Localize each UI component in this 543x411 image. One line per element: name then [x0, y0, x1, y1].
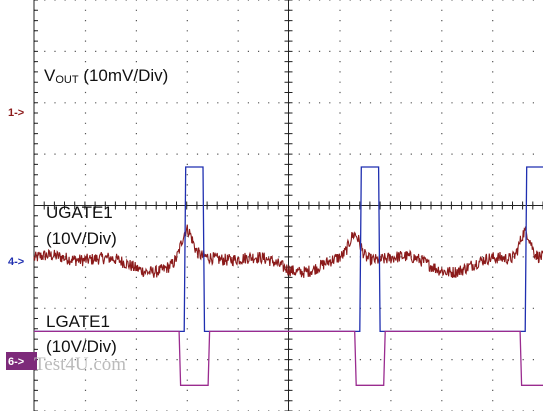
ugate1-label: UGATE1 — [46, 203, 113, 222]
left-frame-ticks — [34, 0, 38, 411]
ugate1-trace — [34, 166, 543, 333]
lgate1-scale-label: (10V/Div) — [46, 337, 117, 356]
channel-6-marker: 6-> — [8, 356, 24, 368]
channel-1-marker: 1-> — [8, 107, 24, 119]
waveform-traces — [33, 166, 543, 386]
lgate1-trace — [34, 330, 543, 386]
channel-4-marker: 4-> — [8, 256, 24, 268]
watermark: Test4U.com — [34, 354, 126, 375]
channel-markers: 1-> 4-> 6-> — [6, 107, 37, 370]
ugate1-scale-label: (10V/Div) — [46, 229, 117, 248]
channel-6-marker-box — [6, 352, 37, 370]
channel-labels: VOUT (10mV/Div) UGATE1 (10V/Div) LGATE1 … — [44, 66, 168, 356]
lgate1-label: LGATE1 — [46, 312, 110, 331]
axis-ticks — [33, 0, 543, 411]
vout-trace — [33, 224, 543, 278]
vout-label: VOUT (10mV/Div) — [44, 66, 168, 86]
